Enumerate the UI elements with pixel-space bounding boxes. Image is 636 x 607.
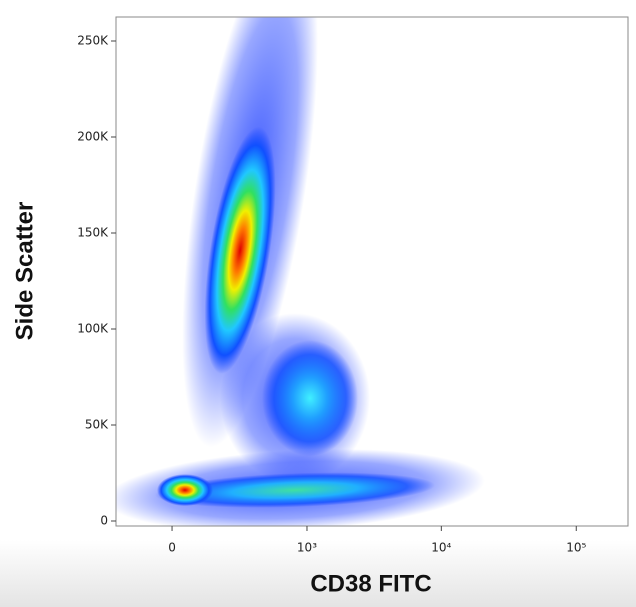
- y-tick-label: 0: [100, 514, 108, 528]
- plot-frame: [115, 16, 629, 527]
- population: [116, 448, 485, 526]
- population: [182, 17, 318, 448]
- y-tick-label: 150K: [77, 226, 109, 240]
- y-axis-title: Side Scatter: [11, 202, 38, 341]
- x-tick-label: 10⁵: [566, 541, 586, 555]
- density-layer: [155, 472, 435, 508]
- y-tick-label: 100K: [77, 322, 109, 336]
- y-tick-label: 50K: [85, 418, 109, 432]
- density-layer: [204, 126, 276, 374]
- x-tick-label: 10⁴: [431, 541, 451, 555]
- x-axis-title: CD38 FITC: [310, 570, 431, 597]
- plot-area: [116, 17, 485, 526]
- density-layer: [262, 340, 359, 457]
- x-tick-label: 0: [168, 541, 176, 555]
- y-tick-label: 250K: [77, 34, 109, 48]
- y-tick-label: 200K: [77, 130, 109, 144]
- x-tick-label: 10³: [297, 541, 317, 555]
- density-layer: [156, 474, 213, 507]
- footer-band: [0, 540, 636, 607]
- population: [220, 313, 371, 484]
